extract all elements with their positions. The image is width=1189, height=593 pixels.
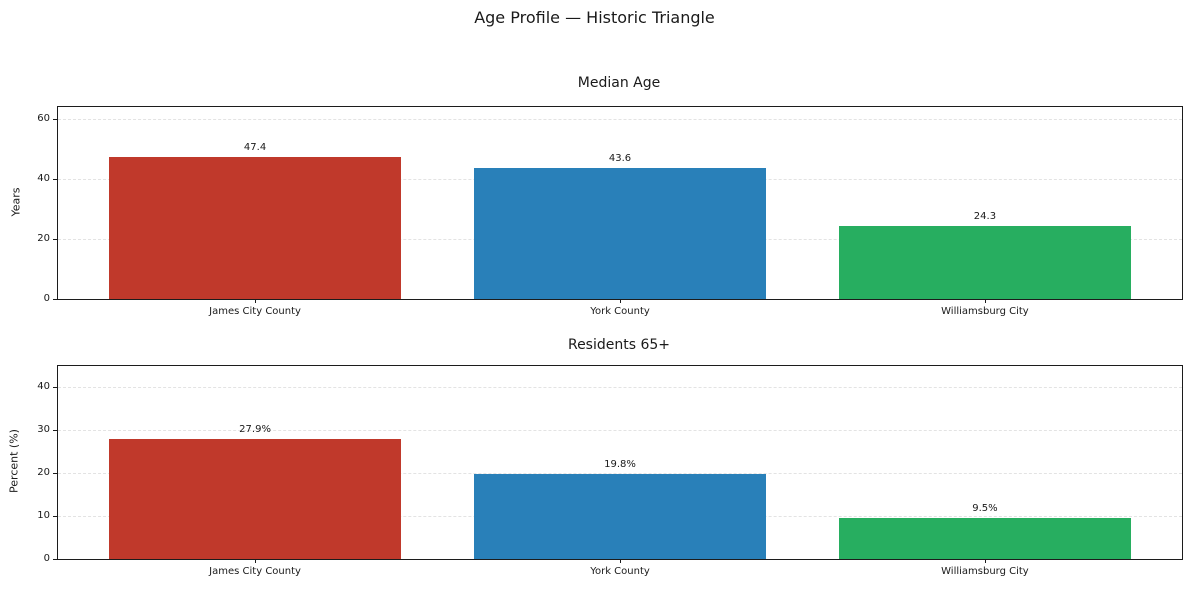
x-tick-mark: [620, 299, 621, 303]
plot-area-median-age: 0 20 40 60 47.4 James City County 43.6 York Cou…: [37, 106, 1183, 317]
y-tick-label: 40: [37, 381, 50, 393]
bar-value-label: 24.3: [973, 211, 997, 223]
gridline: [58, 473, 1182, 475]
x-tick-label: James City County: [209, 566, 301, 577]
y-tick-mark: [53, 299, 57, 300]
y-tick-mark: [53, 387, 57, 389]
y-axis-label-years: Years: [9, 187, 23, 217]
y-tick-label: 0: [43, 293, 50, 304]
bar-value-label: 9.5%: [972, 503, 998, 515]
x-tick-label: James City County: [209, 306, 301, 317]
y-tick-label: 60: [37, 113, 50, 124]
gridline: [58, 430, 1182, 432]
y-tick-label: 30: [37, 424, 50, 436]
y-tick-mark: [53, 473, 57, 475]
x-tick-label: York County: [590, 566, 650, 577]
bar-value-label: 27.9%: [239, 424, 271, 436]
gridline: [58, 387, 1182, 389]
y-tick-label: 40: [37, 173, 50, 184]
bar-value-label: 43.6: [608, 153, 632, 165]
y-tick-mark: [53, 559, 57, 560]
gridline: [58, 119, 1182, 120]
bar-value-label: 47.4: [243, 141, 267, 153]
x-tick-mark: [255, 299, 257, 303]
chart-title-median-age: Median Age: [577, 75, 661, 91]
x-tick-mark: [255, 559, 257, 563]
bar-williamsburg-city: [838, 518, 1131, 559]
y-tick-label: 10: [37, 510, 50, 522]
x-tick-label: Williamsburg City: [941, 306, 1029, 317]
y-tick-label: 20: [37, 233, 50, 244]
x-tick-label: York County: [590, 306, 650, 317]
chart-title-residents-65: Residents 65+: [567, 337, 671, 353]
x-tick-mark: [984, 559, 986, 563]
x-tick-mark: [984, 299, 986, 303]
y-axis-label-percent: Percent (%): [7, 429, 21, 493]
bar-williamsburg-city: [838, 226, 1131, 299]
bar-james-city-county: [109, 439, 402, 559]
x-tick-mark: [620, 559, 621, 563]
plot-area-residents-65: 0 10 20 30 40 27.9% James City County 19.8% York…: [37, 365, 1183, 577]
figure-title: Age Profile — Historic Triangle: [474, 8, 715, 27]
y-tick-mark: [53, 179, 57, 180]
y-tick-mark: [53, 430, 57, 432]
bar-value-label: 19.8%: [604, 459, 636, 471]
y-tick-mark: [53, 239, 57, 240]
y-tick-label: 0: [43, 553, 50, 564]
bar-james-city-county: [109, 156, 402, 299]
x-tick-label: Williamsburg City: [941, 566, 1029, 577]
bar-york-county: [474, 474, 766, 559]
y-tick-mark: [53, 516, 57, 518]
bar-york-county: [474, 168, 766, 299]
y-tick-mark: [53, 119, 57, 120]
y-tick-label: 20: [37, 467, 50, 479]
